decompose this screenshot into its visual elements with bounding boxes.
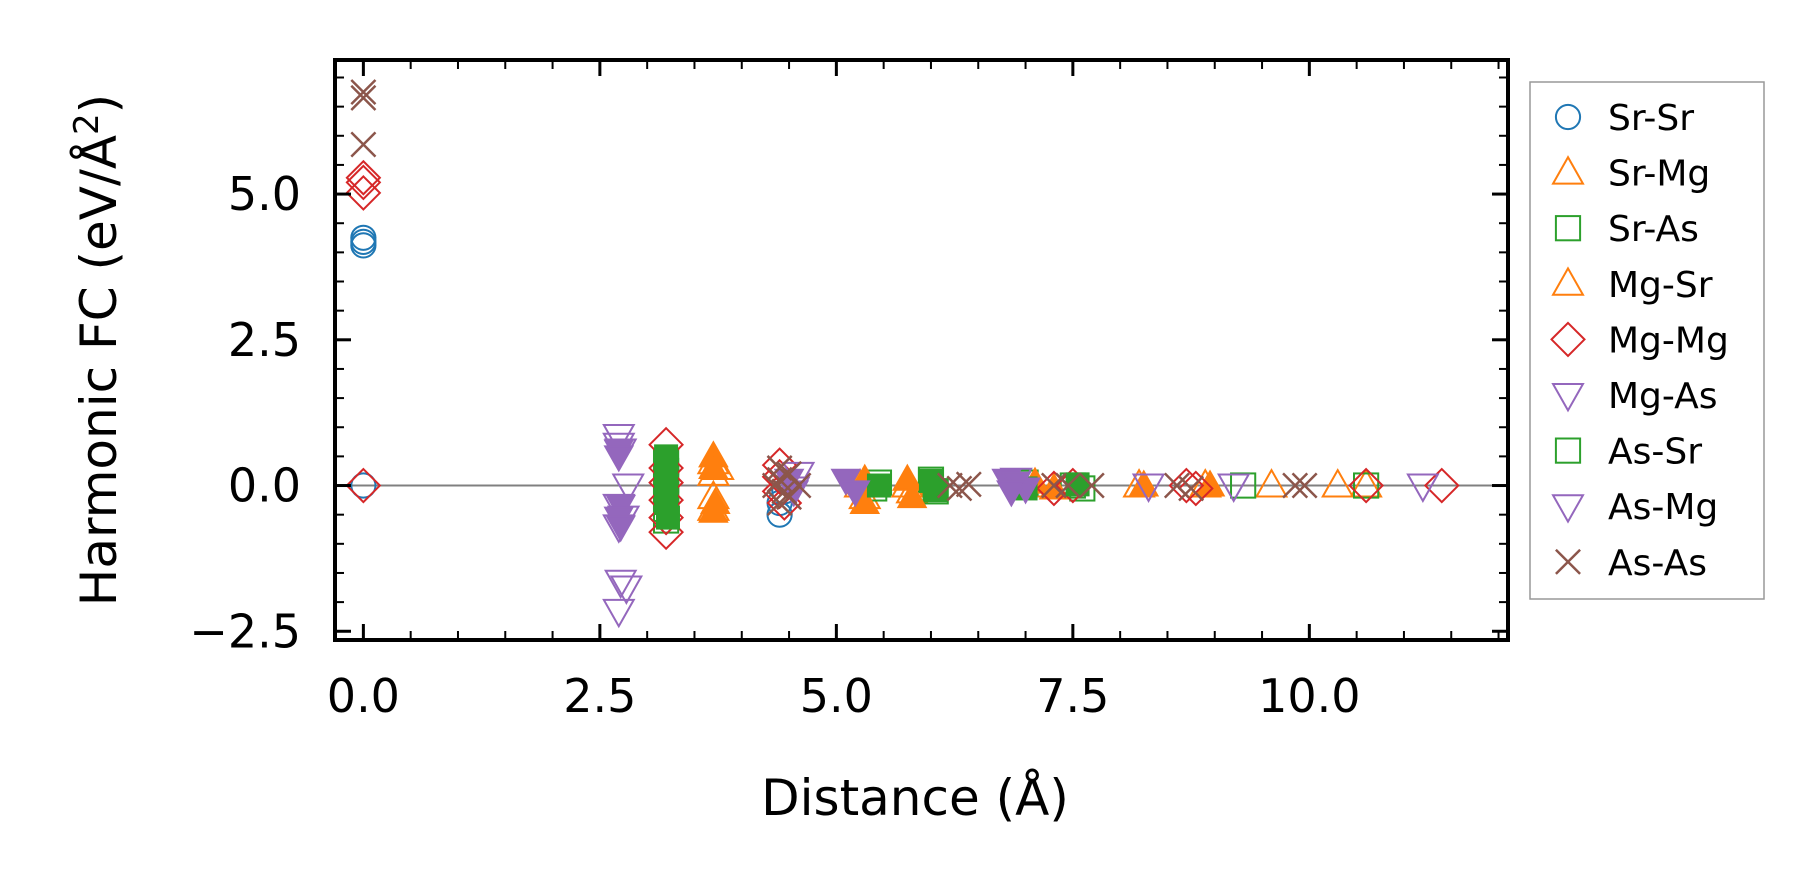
x-tick-label: 5.0 [800,669,873,723]
legend-item-as-as: As-As [1555,543,1707,584]
legend-marker-mg-mg [1550,321,1586,358]
data-point-as-sr [923,478,948,503]
data-point-sr-sr [350,472,377,499]
legend-marker-as-as [1555,548,1581,575]
x-tick-label: 10.0 [1258,669,1360,723]
data-point-as-as [1040,472,1067,499]
x-tick-label: 2.5 [563,669,636,723]
data-point-as-as [1282,472,1309,499]
legend: Sr-Sr Sr-Mg Sr-As Mg-Sr Mg-Mg Mg-As As-Sr As-Mg… [1529,81,1765,600]
y-tick-label: 2.5 [228,313,301,367]
data-point-as-as [1178,475,1205,502]
data-point-mg-sr [698,452,729,480]
data-point-as-as [350,84,377,111]
legend-item-sr-as: Sr-As [1554,209,1699,250]
legend-label-mg-as: Mg-As [1608,376,1718,417]
data-point-mg-as [1216,473,1251,503]
legend-item-sr-sr: Sr-Sr [1554,98,1694,139]
data-point-sr-mg [1254,468,1289,498]
plot-frame [333,58,1510,642]
data-point-as-as [785,472,812,499]
data-point-sr-mg [1321,468,1355,498]
data-point-as-as [955,471,982,498]
data-point-as-as [1055,472,1082,499]
legend-label-sr-sr: Sr-Sr [1608,98,1694,139]
data-point-mg-mg [345,467,382,504]
legend-label-mg-sr: Mg-Sr [1608,265,1713,306]
y-axis-title-superscript: 2 [67,113,107,135]
data-point-mg-as [611,473,645,503]
legend-marker-as-sr [1554,437,1582,464]
legend-marker-mg-as [1551,383,1585,413]
legend-item-mg-mg: Mg-Mg [1550,320,1729,361]
data-point-mg-mg [345,174,382,211]
data-point-as-as [1291,472,1318,499]
data-point-sr-sr [350,232,377,259]
data-point-as-as [1078,472,1105,499]
data-point-mg-mg [345,164,382,201]
legend-item-sr-mg: Sr-Mg [1551,154,1710,195]
data-point-mg-as [602,598,636,629]
y-axis-title-close: ) [70,94,128,114]
data-point-mg-mg [345,159,382,196]
legend-label-sr-mg: Sr-Mg [1608,154,1710,195]
legend-label-sr-as: Sr-As [1608,209,1699,250]
data-point-mg-as [604,569,638,600]
data-point-mg-as [602,423,636,454]
data-point-sr-as [1353,472,1380,499]
data-point-as-mg [603,445,635,473]
data-point-as-as [776,460,803,487]
legend-marker-sr-as [1554,215,1582,242]
data-point-as-mg [996,480,1027,508]
legend-marker-sr-mg [1551,155,1585,185]
y-axis-title-main: Harmonic FC (eV/Å [70,135,128,606]
data-point-sr-as [1230,472,1257,499]
data-point-as-mg [839,480,871,508]
x-axis-title: Distance (Å) [761,769,1069,827]
data-point-mg-sr [896,481,928,509]
x-tick-label: 0.0 [327,669,400,723]
y-tick-label: 0.0 [228,459,301,513]
y-axis-title: Harmonic FC (eV/Å2) [67,94,128,606]
data-point-mg-as [609,575,644,605]
legend-marker-mg-sr [1551,266,1585,296]
data-point-as-sr [866,473,891,498]
legend-label-as-sr: As-Sr [1608,432,1702,473]
data-point-mg-sr [698,495,729,523]
legend-marker-sr-sr [1554,103,1582,131]
series-as-as [350,79,1318,516]
data-point-as-as [761,472,788,499]
data-point-as-as [350,79,377,106]
legend-label-as-as: As-As [1608,543,1707,584]
data-point-mg-as [1131,473,1166,503]
legend-item-as-mg: As-Mg [1551,487,1718,528]
legend-item-mg-as: Mg-As [1551,376,1718,417]
data-point-as-as [946,475,973,502]
data-points-layer [345,79,1460,629]
data-point-as-mg [605,515,636,543]
data-point-as-as [776,484,803,511]
data-point-mg-sr [1128,469,1160,497]
data-point-mg-mg [1168,467,1205,504]
ticks-layer: 0.0 2.5 5.0 7.5 10.0 −2.5 0.0 2.5 5.0 [189,60,1508,723]
legend-item-as-sr: As-Sr [1554,432,1702,473]
legend-marker-as-mg [1551,494,1585,524]
legend-item-mg-sr: Mg-Sr [1551,265,1713,306]
legend-frame [1529,81,1765,600]
data-point-mg-mg [1423,467,1460,504]
y-tick-label: −2.5 [189,604,301,658]
data-point-mg-sr [1194,469,1226,497]
legend-label-as-mg: As-Mg [1608,487,1718,528]
legend-label-mg-mg: Mg-Mg [1608,320,1729,361]
y-tick-label: 5.0 [228,167,301,221]
data-point-sr-mg [1349,468,1383,498]
data-point-mg-mg [1348,467,1385,504]
data-point-as-sr [655,505,680,530]
x-tick-label: 7.5 [1036,669,1109,723]
data-point-as-as [350,131,377,158]
data-point-mg-as [1406,473,1440,503]
